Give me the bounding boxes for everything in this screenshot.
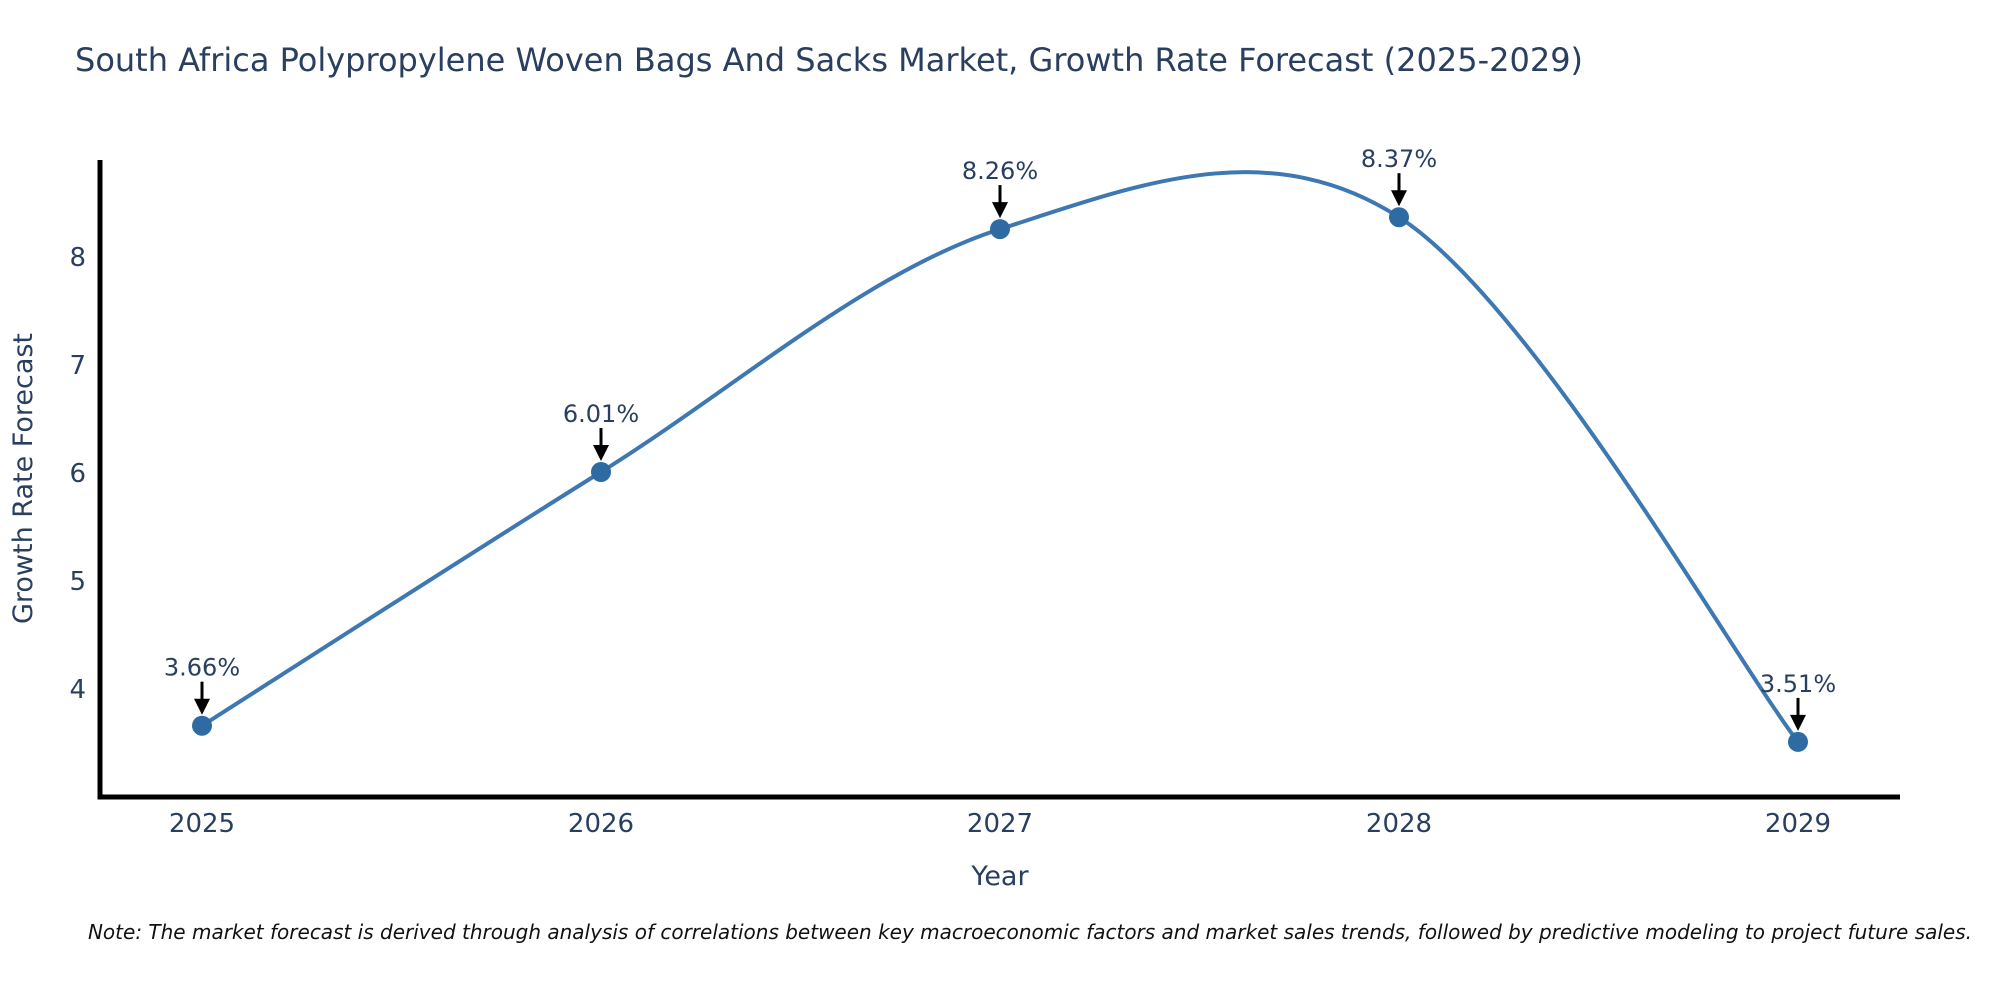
x-tick-label: 2027: [967, 809, 1033, 839]
footnote: Note: The market forecast is derived thr…: [87, 920, 1973, 944]
data-point-marker: [1389, 207, 1409, 228]
y-tick-label: 8: [69, 243, 86, 273]
data-point-label: 8.26%: [962, 157, 1038, 185]
y-tick-label: 5: [69, 567, 86, 597]
annotation-arrowhead: [194, 698, 210, 715]
x-tick-label: 2029: [1765, 809, 1831, 839]
data-point-label: 6.01%: [563, 400, 639, 428]
data-point-label: 3.51%: [1760, 670, 1836, 698]
data-point-marker: [192, 715, 212, 736]
y-axis-title: Growth Rate Forecast: [8, 333, 39, 624]
y-tick-label: 6: [69, 459, 86, 489]
data-point-label: 3.66%: [164, 654, 240, 682]
axis-lines: [97, 160, 1900, 800]
data-point-marker: [990, 219, 1010, 240]
x-tick-label: 2028: [1366, 809, 1432, 839]
series-line: [200, 170, 1800, 744]
annotation-arrowhead: [992, 202, 1008, 219]
annotation-arrowhead: [1391, 190, 1407, 207]
x-tick-label: 2026: [568, 809, 634, 839]
x-axis-title: Year: [970, 861, 1029, 892]
y-tick-label: 4: [69, 675, 86, 705]
data-point-marker: [591, 462, 611, 482]
annotation-arrowhead: [593, 445, 609, 461]
chart-title: South Africa Polypropylene Woven Bags An…: [75, 41, 1584, 79]
x-tick-label: 2025: [169, 809, 235, 839]
annotation-arrowhead: [1790, 714, 1806, 731]
data-point-label: 8.37%: [1361, 145, 1437, 173]
y-tick-label: 7: [69, 351, 86, 381]
data-point-marker: [1788, 731, 1808, 752]
